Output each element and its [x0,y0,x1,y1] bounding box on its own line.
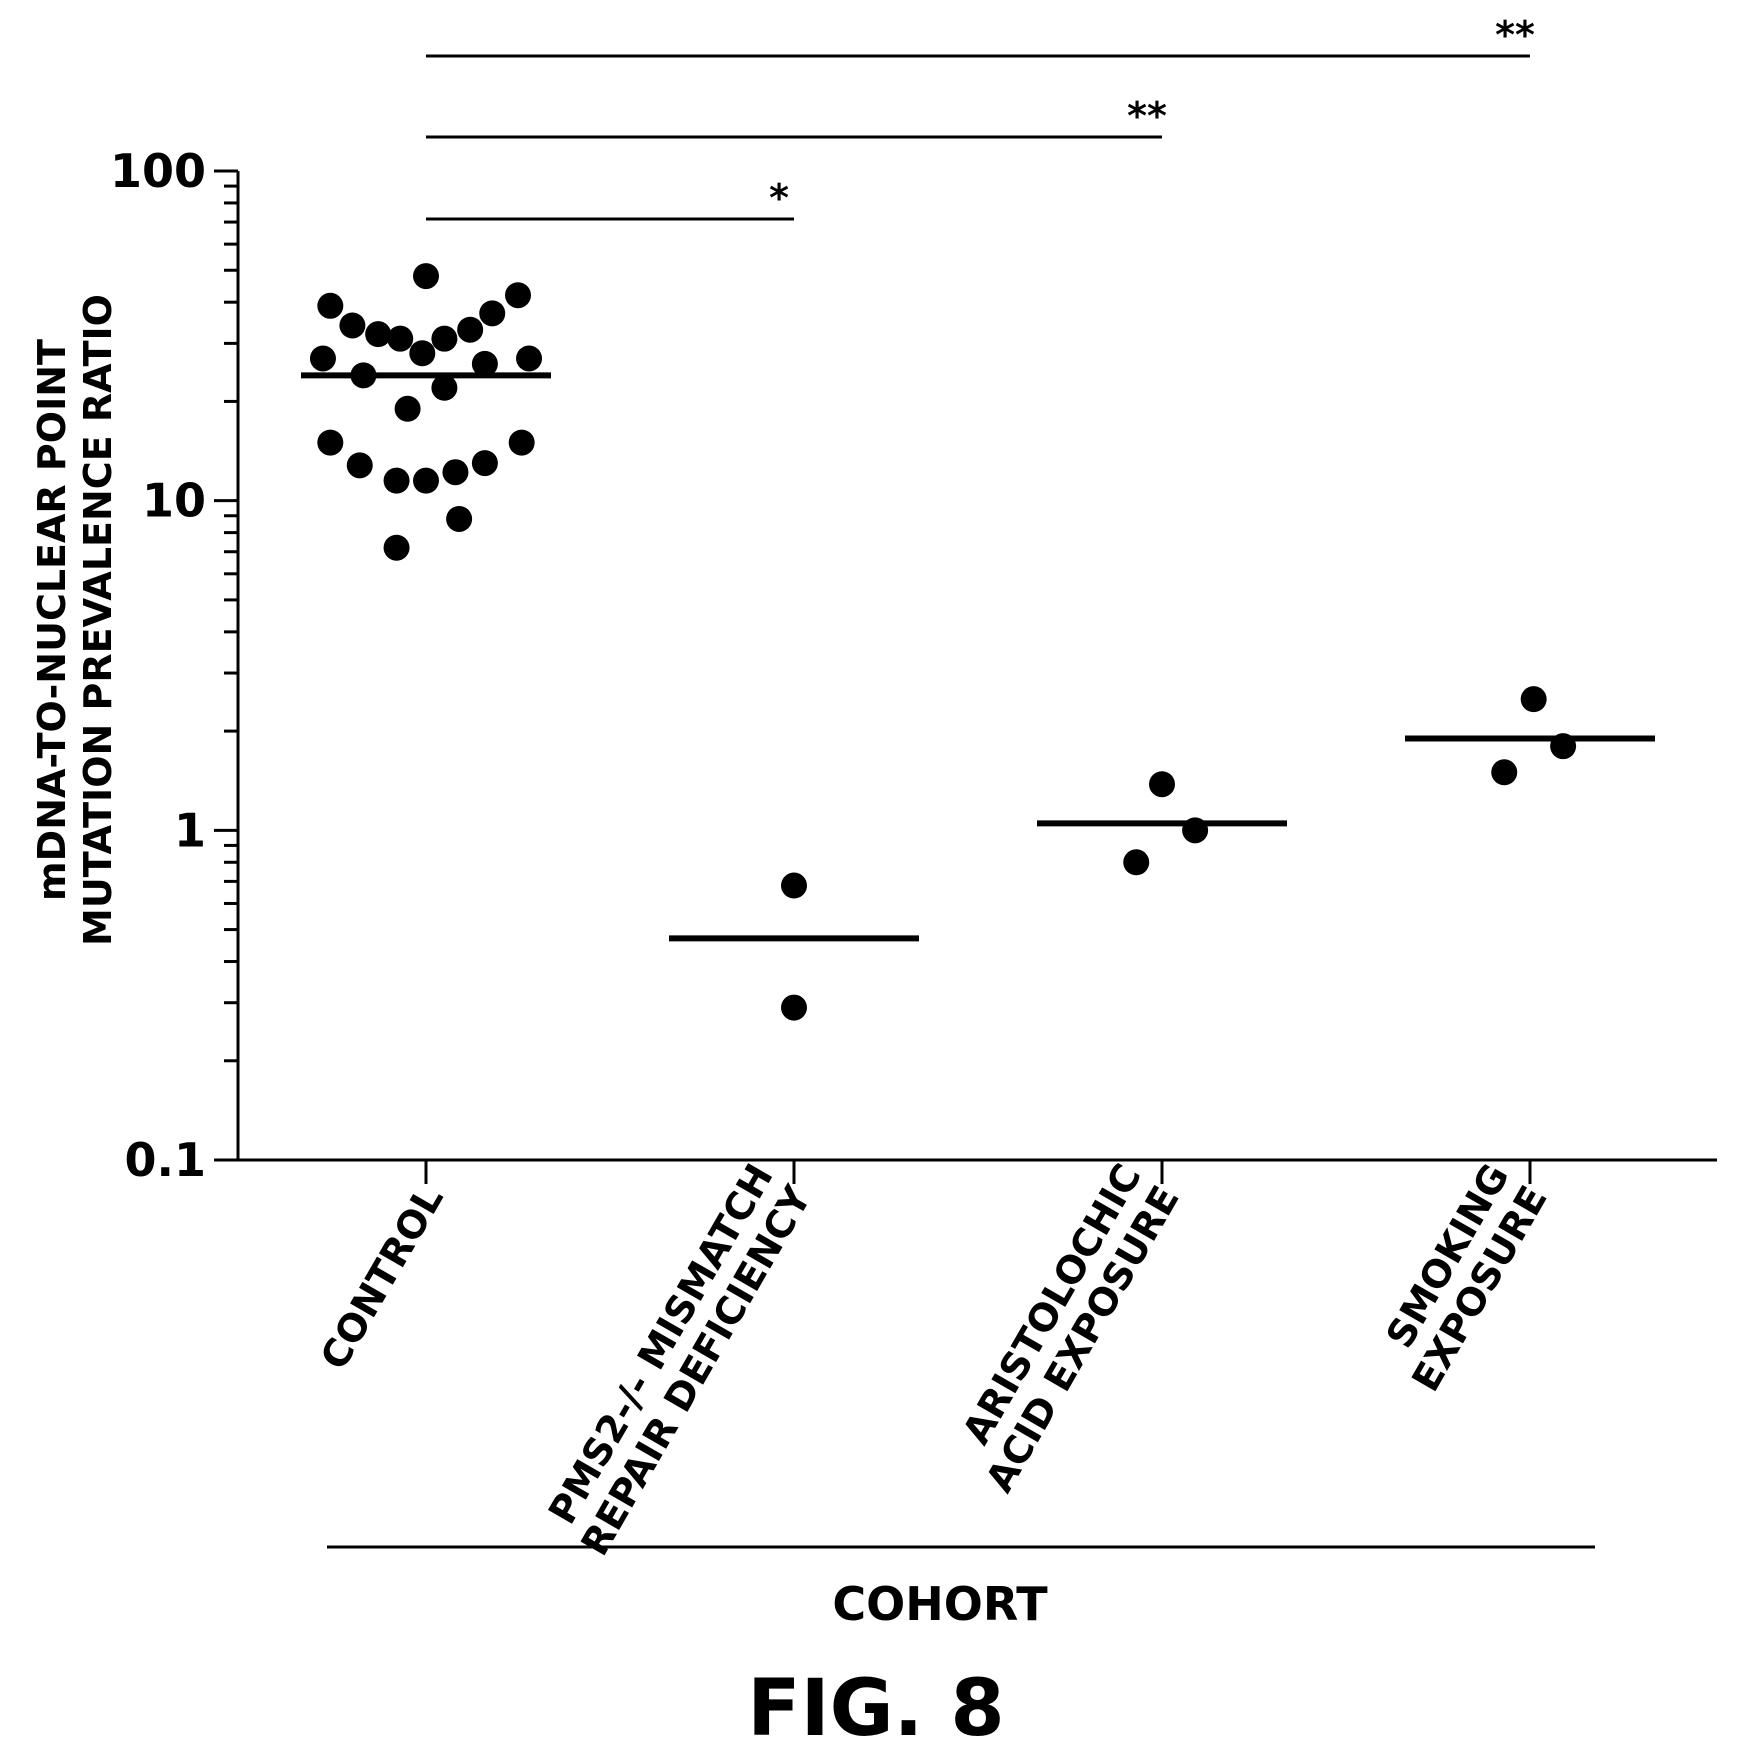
significance-label: ** [1127,94,1167,138]
x-tick-label-line: CONTROL [312,1179,452,1377]
data-point [508,429,535,456]
data-point [317,429,344,456]
y-axis-label: mDNA-TO-NUCLEAR POINT MUTATION PREVALENC… [30,294,120,946]
data-point [317,292,344,319]
y-axis-ticks: 100 10 1 0.1 [110,144,238,1187]
data-point [505,282,531,309]
data-point [409,340,436,367]
figure-label: FIG. 8 [747,1664,1004,1754]
data-point [413,263,439,290]
data-point [309,345,336,372]
y-tick-label: 1 [174,803,206,857]
data-point [442,459,469,486]
y-axis-label-line-2: MUTATION PREVALENCE RATIO [76,294,120,946]
data-point [383,534,410,561]
data-point [431,374,458,401]
data-point [383,467,410,494]
y-tick-label: 10 [142,474,206,528]
data-point [1149,771,1175,798]
data-points [309,263,1577,1021]
data-point [339,312,366,339]
significance-label: ** [1495,13,1535,57]
x-tick-label: CONTROL [312,1179,452,1377]
data-point [516,345,543,372]
data-point [471,450,498,477]
data-point [1520,686,1547,713]
data-point [1123,849,1150,876]
x-axis-label: COHORT [832,1577,1048,1631]
data-point [346,452,373,479]
data-point [479,300,506,327]
data-point [387,325,414,352]
data-point [394,395,421,422]
y-tick-label: 100 [110,144,206,198]
data-point [471,350,498,377]
y-axis-label-line-1: mDNA-TO-NUCLEAR POINT [30,339,74,901]
significance-label: * [769,176,789,220]
data-point [781,994,807,1021]
data-point [365,321,392,348]
axes [236,171,1717,1162]
x-tick-label-line: REPAIR DEFICIENCY [572,1178,820,1563]
data-point [457,316,484,343]
data-point [431,325,458,352]
significance-brackets: ***** [426,13,1535,221]
y-tick-label: 0.1 [125,1133,207,1187]
data-point [1491,759,1518,786]
data-point [413,467,439,494]
median-lines [301,372,1655,942]
data-point [781,872,807,899]
data-point [446,505,473,532]
